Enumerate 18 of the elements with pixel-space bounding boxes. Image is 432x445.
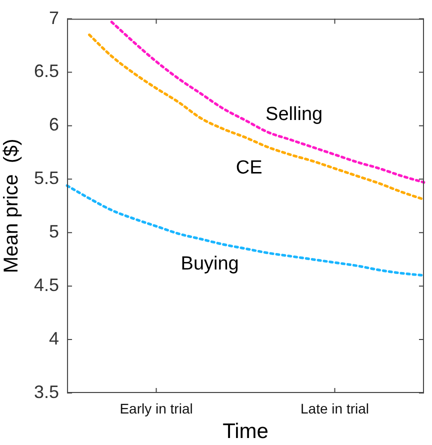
y-tick-label: 3.5 bbox=[34, 382, 60, 402]
y-tick-label: 5 bbox=[49, 222, 60, 242]
y-tick-label: 4 bbox=[49, 328, 60, 349]
line-series bbox=[88, 34, 426, 201]
series-label: Buying bbox=[180, 254, 239, 275]
series-label: Selling bbox=[266, 104, 323, 126]
y-tick-label: 4.5 bbox=[34, 275, 60, 296]
y-tick-label: 5.5 bbox=[34, 168, 60, 188]
x-tick-label: Early in trial bbox=[120, 400, 193, 416]
line-series bbox=[110, 20, 426, 184]
y-tick-label: 6.5 bbox=[34, 61, 60, 82]
y-axis-title: Mean price ($) bbox=[0, 138, 23, 274]
line-series bbox=[66, 184, 426, 277]
series-label: CE bbox=[236, 158, 262, 179]
x-tick-label: Late in trial bbox=[300, 400, 369, 416]
y-tick-label: 7 bbox=[49, 8, 60, 28]
y-tick-label: 6 bbox=[49, 114, 60, 135]
x-axis-title: Time bbox=[222, 420, 268, 444]
